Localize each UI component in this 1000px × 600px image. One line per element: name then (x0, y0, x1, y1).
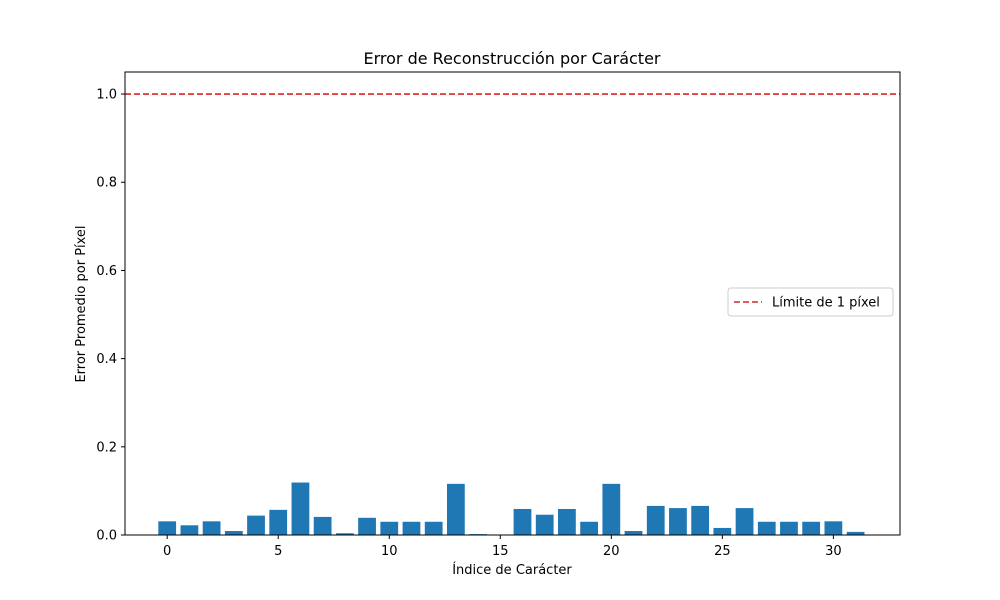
bar-2 (202, 521, 221, 535)
legend-box (727, 287, 894, 317)
y-tick-label: 0.4 (96, 352, 117, 367)
y-tick-label: 0.0 (96, 529, 117, 544)
x-axis-label: Índice de Carácter (452, 562, 572, 578)
bar-25 (713, 527, 732, 535)
y-tick-label: 0.8 (96, 176, 117, 191)
bar-1 (180, 525, 199, 535)
bar-13 (446, 483, 465, 535)
plot-frame (124, 71, 901, 536)
x-tick-label: 10 (381, 544, 398, 559)
bar-8 (335, 533, 354, 535)
bar-30 (824, 521, 843, 535)
bar-21 (624, 531, 643, 535)
bar-31 (846, 531, 865, 535)
bar-9 (358, 517, 376, 535)
bar-7 (313, 516, 332, 535)
bar-19 (580, 521, 598, 535)
bar-17 (535, 514, 554, 535)
bar-29 (802, 521, 821, 535)
bar-11 (402, 521, 421, 535)
bar-27 (757, 521, 776, 535)
x-tick-label: 15 (492, 544, 509, 559)
bar-4 (247, 515, 265, 535)
bar-26 (735, 508, 754, 535)
y-tick-label: 0.6 (96, 264, 117, 279)
chart-title: Error de Reconstrucción por Carácter (364, 49, 661, 68)
bars-group (158, 482, 865, 535)
y-tick-label: 0.2 (96, 440, 117, 455)
x-axis-ticks: 0 5 10 15 20 25 30 (163, 535, 842, 559)
x-tick-label: 25 (714, 544, 731, 559)
x-tick-label: 30 (825, 544, 842, 559)
bar-12 (424, 521, 443, 535)
bar-20 (602, 483, 621, 535)
legend-label: Límite de 1 píxel (772, 296, 880, 311)
bar-24 (691, 505, 710, 535)
bar-22 (646, 505, 665, 535)
y-axis-label: Error Promedio por Píxel (74, 225, 89, 382)
bar-10 (380, 521, 399, 535)
bar-6 (291, 482, 310, 535)
x-tick-label: 5 (274, 544, 282, 559)
y-axis-ticks: 0.0 0.2 0.4 0.6 0.8 1.0 (96, 88, 125, 544)
x-tick-label: 0 (163, 544, 171, 559)
bar-5 (269, 509, 288, 535)
legend: Límite de 1 píxel (727, 287, 894, 317)
x-tick-label: 20 (603, 544, 620, 559)
bar-28 (780, 521, 798, 535)
y-tick-label: 1.0 (96, 88, 117, 103)
bar-3 (224, 531, 243, 535)
bar-0 (158, 521, 177, 535)
bar-23 (669, 508, 687, 535)
bar-16 (513, 508, 532, 535)
bar-18 (558, 508, 576, 535)
